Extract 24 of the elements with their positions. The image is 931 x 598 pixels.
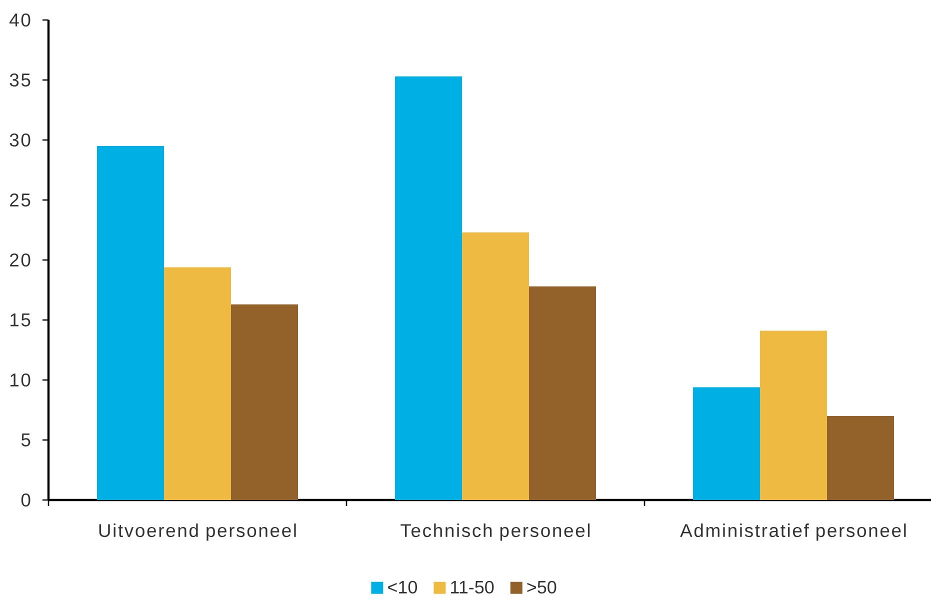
bar [97, 146, 164, 500]
x-tick-label: Technisch personeel [400, 524, 590, 541]
legend-label: <10 [388, 580, 418, 594]
bar [827, 416, 894, 500]
y-tick-label: 10 [10, 373, 30, 387]
bar [529, 286, 596, 500]
y-tick-label: 40 [10, 13, 30, 27]
y-tick-label: 15 [10, 314, 30, 326]
bar [760, 330, 828, 500]
y-tick-label: 25 [10, 193, 30, 207]
y-tick-label: 0 [21, 493, 30, 507]
y-tick-label: 35 [10, 73, 30, 87]
y-tick-label: 5 [21, 434, 30, 446]
bar [462, 232, 530, 500]
bar [693, 387, 760, 500]
x-tick-label: Uitvoerend personeel [99, 524, 296, 541]
bar [164, 267, 232, 500]
legend-label: 11-50 [451, 580, 494, 594]
legend-label: >50 [527, 580, 556, 594]
bar [395, 76, 462, 500]
bar [231, 304, 298, 500]
y-tick-label: 20 [10, 253, 30, 267]
y-tick-label: 30 [10, 133, 30, 147]
x-tick-label: Administratief personeel [680, 524, 906, 541]
